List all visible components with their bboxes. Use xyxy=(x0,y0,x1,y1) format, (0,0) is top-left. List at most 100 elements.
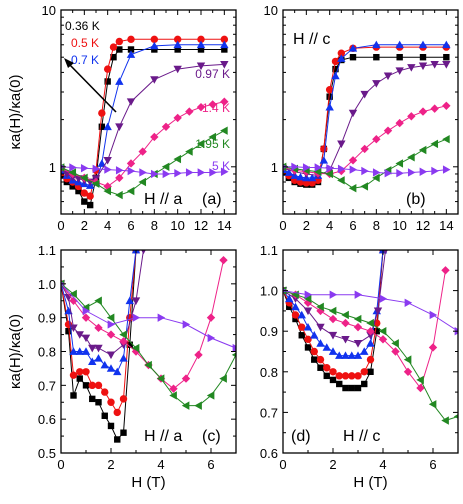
data-point xyxy=(366,318,374,328)
series-d-3 xyxy=(283,250,388,348)
data-point xyxy=(206,313,216,322)
data-point xyxy=(64,294,73,302)
legend-entry: 0.5 K xyxy=(71,36,99,50)
panel-c: 0 2 4 6 0.5 0.6 0.7 0.8 0.9 1.0 1.1 κa(H)/κa(0) H (T… xyxy=(7,243,237,491)
data-point xyxy=(103,122,112,131)
data-point xyxy=(430,139,439,149)
x-tick-label: 2 xyxy=(107,457,114,472)
x-tick-label: 14 xyxy=(439,218,453,233)
data-point xyxy=(311,356,318,363)
data-point xyxy=(138,147,147,156)
data-point xyxy=(348,184,357,193)
data-point xyxy=(404,298,413,307)
data-point xyxy=(104,78,111,85)
data-point xyxy=(383,72,393,81)
plot-area-d xyxy=(283,250,458,425)
y-tick-label: 0.5 xyxy=(38,446,56,461)
arrow-icon xyxy=(64,58,117,113)
legend-entry: 0.36 K xyxy=(65,19,100,33)
data-point xyxy=(126,98,136,106)
data-point xyxy=(325,169,334,179)
data-point xyxy=(119,354,128,362)
series-line xyxy=(283,63,447,177)
data-point xyxy=(231,352,236,358)
axes-frame xyxy=(282,9,459,215)
data-point xyxy=(106,313,115,322)
data-point xyxy=(407,112,416,121)
data-point xyxy=(419,167,428,176)
x-axis-label: H (T) xyxy=(353,474,387,491)
data-point xyxy=(114,436,121,443)
x-tick-label: 6 xyxy=(207,457,214,472)
data-point xyxy=(418,40,428,49)
x-tick-label: 12 xyxy=(416,218,430,233)
data-point xyxy=(194,350,203,360)
y-axis-label: κa(H)/κa(0) xyxy=(7,314,24,389)
data-point xyxy=(441,416,449,425)
data-point xyxy=(304,344,312,351)
data-point xyxy=(119,337,128,346)
panel-d: 0 2 4 6 0.6 0.7 0.8 0.9 1.0 1.1 H (T) (d) H // c xyxy=(260,243,459,491)
data-point xyxy=(360,144,369,154)
data-point xyxy=(103,65,112,73)
data-point xyxy=(391,339,399,348)
series-line xyxy=(61,63,225,183)
data-point xyxy=(81,198,88,205)
y-tick-label: 0.7 xyxy=(260,405,278,420)
x-tick-label: 6 xyxy=(349,218,356,233)
data-point xyxy=(325,86,334,94)
data-point xyxy=(150,35,159,44)
data-point xyxy=(395,118,404,128)
data-point xyxy=(329,290,338,299)
data-point xyxy=(94,323,103,333)
data-point xyxy=(442,40,451,49)
data-point xyxy=(196,62,206,71)
data-point xyxy=(94,381,103,390)
data-point xyxy=(366,327,375,336)
data-point xyxy=(304,290,313,299)
data-point xyxy=(336,380,343,388)
data-point xyxy=(69,289,77,299)
data-point xyxy=(373,307,383,316)
data-point xyxy=(81,313,91,322)
axes-frame xyxy=(60,9,237,215)
data-point xyxy=(342,384,349,392)
data-point xyxy=(115,190,123,200)
data-point xyxy=(144,360,152,370)
data-point xyxy=(372,40,381,49)
data-point xyxy=(110,54,117,61)
data-point xyxy=(384,169,393,178)
series-line xyxy=(283,290,458,332)
data-point xyxy=(197,168,206,177)
data-point xyxy=(132,313,141,322)
series-b-3 xyxy=(283,61,451,180)
data-point xyxy=(341,318,350,328)
series-b-5 xyxy=(283,134,450,193)
data-point xyxy=(232,343,236,353)
data-point xyxy=(428,343,438,352)
y-tick-label: 1.1 xyxy=(260,243,278,258)
series-a-6 xyxy=(61,163,229,179)
data-point xyxy=(453,414,458,419)
data-point xyxy=(360,182,369,191)
data-point xyxy=(373,54,380,61)
data-point xyxy=(347,351,356,359)
data-point xyxy=(403,355,412,364)
data-point xyxy=(185,147,193,156)
data-point xyxy=(169,384,178,393)
data-point xyxy=(82,368,90,376)
y-tick-label: 10 xyxy=(42,3,56,18)
data-point xyxy=(303,294,312,303)
data-point xyxy=(328,314,338,324)
data-point xyxy=(207,333,216,343)
data-point xyxy=(75,347,84,355)
data-point xyxy=(291,302,300,311)
data-point xyxy=(185,168,194,177)
data-point xyxy=(416,383,425,393)
data-point xyxy=(316,355,325,364)
y-tick-label: 0.7 xyxy=(38,378,56,393)
data-point xyxy=(442,134,450,144)
x-tick-label: 4 xyxy=(157,457,164,472)
y-tick-label: 0.6 xyxy=(260,446,278,461)
panel-label: (d) xyxy=(291,428,311,445)
